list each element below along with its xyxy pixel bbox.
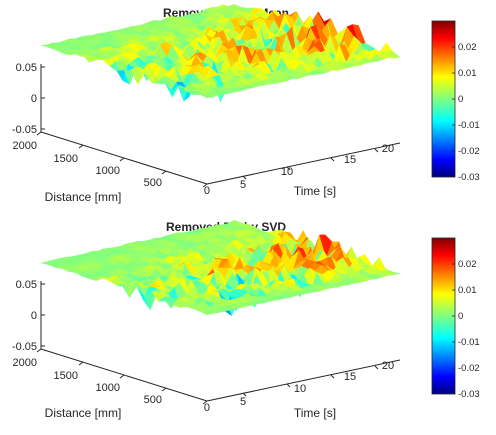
colorbar: 0.02 0.01 0 -0.01 -0.02 -0.03	[431, 237, 480, 400]
x-axis-label: Time [s]	[294, 406, 336, 420]
x-axis-line	[206, 359, 401, 402]
y-tick-label: 500	[144, 394, 162, 406]
x-tick-label: 15	[344, 371, 356, 383]
x-tick-marks	[242, 365, 379, 397]
z-tick-label: 0.05	[16, 62, 37, 74]
colorbar-tick-label: 0	[458, 94, 463, 105]
surface-plot	[40, 4, 401, 103]
colorbar-tick-label: -0.03	[458, 389, 480, 400]
x-tick-label: 20	[382, 143, 394, 155]
y-tick-label: 1500	[54, 153, 78, 165]
y-axis-label: Distance [mm]	[45, 190, 122, 204]
z-tick-label: -0.05	[12, 124, 37, 136]
colorbar-tick-label: -0.02	[458, 363, 480, 374]
colorbar-tick-label: -0.01	[458, 120, 480, 131]
colorbar-tick-label: 0.01	[458, 285, 477, 296]
x-tick-marks	[242, 148, 379, 180]
colorbar-tick-label: 0.02	[458, 42, 477, 53]
colorbar-gradient	[431, 237, 456, 395]
x-axis-label: Time [s]	[294, 184, 336, 198]
surface-plot	[40, 219, 401, 317]
y-tick-label: 2000	[13, 140, 37, 152]
z-tick-label: 0.05	[16, 279, 37, 291]
y-tick-label: 1000	[96, 382, 120, 394]
colorbar-tick-marks	[452, 46, 455, 152]
y-axis-label: Distance [mm]	[45, 406, 122, 420]
colorbar: 0.02 0.01 0 -0.01 -0.02 -0.03	[431, 20, 480, 183]
surface-patch	[386, 50, 401, 59]
colorbar-tick-label: 0.01	[458, 68, 477, 79]
x-tick-label: 5	[240, 396, 246, 408]
z-tick-marks	[41, 283, 45, 347]
z-tick-marks	[41, 66, 45, 130]
colorbar-tick-label: -0.01	[458, 337, 480, 348]
y-tick-label: 1500	[54, 370, 78, 382]
chart-panel-mean: Removed DC by Mean 0.05 0 -0.05	[12, 4, 480, 204]
z-tick-label: -0.05	[12, 341, 37, 353]
y-tick-marks	[36, 348, 208, 405]
y-tick-label: 0	[204, 402, 210, 414]
colorbar-tick-marks	[452, 263, 455, 369]
y-tick-label: 0	[204, 185, 210, 197]
chart-panel-svd: Removed DC by SVD 0.05 0 -0.05	[12, 219, 480, 420]
y-tick-label: 500	[144, 177, 162, 189]
x-tick-label: 20	[382, 360, 394, 372]
x-axis-line	[206, 142, 401, 185]
colorbar-tick-label: -0.03	[458, 172, 480, 183]
x-tick-label: 10	[294, 383, 306, 395]
colorbar-tick-label: -0.02	[458, 146, 480, 157]
y-tick-marks	[36, 131, 208, 188]
colorbar-gradient	[431, 20, 456, 178]
colorbar-tick-label: 0	[458, 311, 463, 322]
surface-patch	[387, 269, 401, 275]
z-tick-label: 0	[31, 93, 37, 105]
colorbar-tick-label: 0.02	[458, 259, 477, 270]
x-tick-label: 10	[281, 166, 293, 178]
z-tick-label: 0	[31, 310, 37, 322]
y-tick-label: 2000	[13, 357, 37, 369]
x-tick-label: 5	[240, 179, 246, 191]
x-tick-label: 15	[344, 154, 356, 166]
y-tick-label: 1000	[96, 165, 120, 177]
